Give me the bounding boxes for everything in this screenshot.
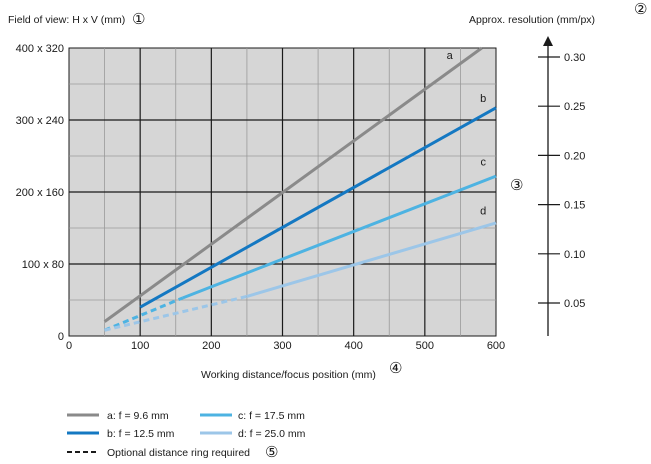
legend-label-c: c: f = 17.5 mm (238, 410, 305, 422)
series-b-line (139, 106, 497, 309)
legend-label-a: a: f = 9.6 mm (107, 410, 169, 422)
marker-3: ③ (510, 177, 523, 194)
x-axis-title: Working distance/focus position (mm) (201, 369, 376, 381)
series-d-line (246, 221, 497, 298)
x-tick-label: 500 (416, 340, 434, 352)
series-letter-c: c (480, 156, 486, 168)
y2-tick-label: 0.30 (564, 52, 585, 64)
series-letter-b: b (480, 93, 486, 105)
legend-label-d: d: f = 25.0 mm (238, 428, 306, 440)
y-tick-label: 0 (58, 331, 64, 343)
x-tick-label: 600 (487, 340, 505, 352)
x-tick-label: 200 (202, 340, 220, 352)
marker-1: ① (132, 11, 145, 28)
y2-tick-label: 0.25 (564, 101, 585, 113)
series-c-dashed-line (104, 296, 184, 332)
y2-tick-label: 0.20 (564, 150, 585, 162)
x-tick-label: 0 (66, 340, 72, 352)
x-tick-labels: 0 100 200 300 400 500 600 (66, 340, 505, 352)
y-axis-title: Field of view: H x V (mm) (8, 14, 125, 26)
y-tick-label: 200 x 160 (16, 187, 64, 199)
x-tick-label: 300 (273, 340, 291, 352)
y2-tick-label: 0.15 (564, 200, 585, 212)
series-d-dashed-line (104, 294, 248, 332)
legend-label-b: b: f = 12.5 mm (107, 428, 175, 440)
y2-tick-label: 0.05 (564, 298, 585, 310)
marker-4: ④ (389, 360, 402, 377)
x-tick-label: 400 (344, 340, 362, 352)
y-tick-labels: 0 100 x 80 200 x 160 300 x 240 400 x 320 (16, 43, 64, 343)
series-c-line (182, 174, 497, 300)
secondary-y-axis: 0.05 0.10 0.15 0.20 0.25 0.30 (538, 36, 585, 336)
y-tick-label: 100 x 80 (22, 259, 64, 271)
y2-axis-title: Approx. resolution (mm/px) (469, 14, 595, 26)
marker-5: ⑤ (265, 444, 278, 461)
series-letter-a: a (447, 50, 454, 62)
series-a-line (103, 46, 483, 323)
legend-label-dashed: Optional distance ring required (107, 447, 250, 459)
y-tick-label: 300 x 240 (16, 115, 64, 127)
legend: a: f = 9.6 mm c: f = 17.5 mm b: f = 12.5… (67, 410, 306, 461)
series-letter-d: d (480, 205, 486, 217)
y2-tick-label: 0.10 (564, 249, 585, 261)
series-letter-labels: a b c d (447, 50, 487, 218)
x-tick-label: 100 (131, 340, 149, 352)
marker-2: ② (634, 1, 647, 18)
series-layer (103, 46, 497, 332)
y2-axis-arrow (543, 36, 553, 46)
y-tick-label: 400 x 320 (16, 43, 64, 55)
